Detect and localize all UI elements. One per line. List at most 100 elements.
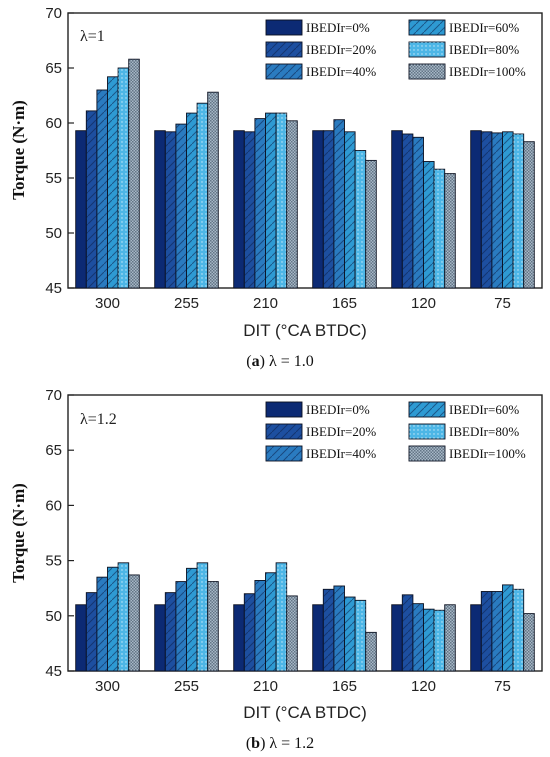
- bar-pattern-b-2-3: [265, 572, 277, 671]
- bars-a: [75, 58, 535, 289]
- x-axis-title-b: DIT (°CA BTDC): [243, 703, 367, 722]
- bar-b-5-0: [470, 604, 482, 672]
- bar-pattern-a-2-4: [276, 113, 287, 288]
- y-tick-label-b-4: 65: [45, 442, 62, 459]
- bar-pattern-b-5-4: [513, 589, 524, 671]
- y-tick-label-b-2: 55: [45, 553, 62, 570]
- bar-a-3-0: [312, 130, 324, 289]
- bar-pattern-a-2-3: [265, 113, 277, 288]
- bar-pattern-b-2-5: [286, 595, 298, 671]
- bar-pattern-a-5-4: [513, 134, 524, 288]
- y-ticks-a: 45 50 55 60 65 70: [45, 5, 74, 297]
- bar-pattern-b-2-1: [244, 593, 255, 671]
- bar-pattern-b-5-3: [502, 584, 514, 671]
- y-tick-label-a-3: 60: [45, 115, 62, 132]
- legend-swatch-pattern-b-3: [409, 402, 445, 417]
- lambda-annotation-a: λ=1: [80, 28, 105, 45]
- bar-pattern-a-0-5: [128, 59, 140, 289]
- x-tick-label-a-4: 120: [411, 295, 436, 312]
- legend-swatch-pattern-a-1: [266, 42, 302, 57]
- y-axis-title-a: Torque (N·m): [9, 100, 28, 200]
- bar-pattern-b-1-4: [197, 562, 208, 671]
- legend-swatch-pattern-b-2: [266, 446, 302, 461]
- legend-swatch-pattern-a-3: [409, 20, 445, 35]
- bar-pattern-b-5-2: [491, 591, 503, 671]
- y-tick-label-a-2: 55: [45, 170, 62, 187]
- bar-pattern-a-3-3: [344, 131, 356, 288]
- y-tick-label-a-1: 50: [45, 225, 62, 242]
- bar-pattern-b-0-2: [96, 577, 108, 671]
- x-tick-label-b-0: 300: [95, 678, 120, 695]
- x-tick-label-b-3: 165: [332, 678, 357, 695]
- bar-pattern-a-4-2: [412, 137, 424, 288]
- legend-label-b-2: IBEDIr=40%: [306, 446, 376, 461]
- bar-pattern-b-4-3: [423, 609, 435, 671]
- bar-pattern-a-3-2: [333, 119, 345, 288]
- legend-swatch-pattern-a-2: [266, 64, 302, 79]
- y-tick-label-b-1: 50: [45, 608, 62, 625]
- x-tick-label-b-5: 75: [494, 678, 511, 695]
- bar-a-1-0: [154, 130, 166, 289]
- caption-label-a: a: [252, 353, 260, 370]
- bar-b-0-0: [75, 604, 87, 672]
- bar-pattern-a-1-2: [175, 124, 187, 288]
- caption-a: (a) λ = 1.0: [246, 353, 313, 370]
- bar-a-2-0: [233, 130, 245, 289]
- y-tick-label-a-5: 70: [45, 5, 62, 22]
- bar-pattern-b-1-3: [186, 568, 198, 671]
- bar-pattern-b-0-1: [86, 592, 97, 671]
- legend-swatch-pattern-b-4: [409, 424, 445, 439]
- bar-pattern-b-0-5: [128, 574, 140, 671]
- legend-swatch-a-0: [265, 19, 303, 36]
- bar-pattern-b-2-4: [276, 562, 287, 671]
- bar-pattern-a-5-2: [491, 132, 503, 288]
- legend-label-b-0: IBEDIr=0%: [306, 402, 370, 417]
- bar-pattern-a-4-1: [402, 134, 413, 288]
- bar-b-1-0: [154, 604, 166, 672]
- bar-pattern-a-0-2: [96, 90, 108, 288]
- bar-pattern-a-5-5: [523, 141, 535, 288]
- chart-panel-b: 45 50 55 60 65 70 300 255 210 165 120 75 λ=1.2 IBE…: [9, 387, 543, 752]
- legend-label-a-1: IBEDIr=20%: [306, 42, 376, 57]
- bar-a-5-0: [470, 130, 482, 289]
- bar-pattern-b-2-2: [254, 580, 266, 671]
- bar-pattern-a-4-5: [444, 173, 456, 288]
- x-tick-label-b-2: 210: [253, 678, 278, 695]
- x-ticks-a: 300 255 210 165 120 75: [95, 282, 511, 312]
- x-axis-title-a: DIT (°CA BTDC): [243, 321, 367, 340]
- legend-label-a-2: IBEDIr=40%: [306, 64, 376, 79]
- legend-swatch-b-0: [265, 401, 303, 418]
- bar-b-3-0: [312, 604, 324, 672]
- bar-pattern-b-3-3: [344, 597, 356, 671]
- bar-pattern-a-2-5: [286, 120, 298, 288]
- legend-swatch-pattern-a-4: [409, 42, 445, 57]
- x-tick-label-a-1: 255: [174, 295, 199, 312]
- x-tick-label-a-5: 75: [494, 295, 511, 312]
- legend-a: IBEDIr=0% IBEDIr=20% IBEDIr=40% IBEDIr=60% I…: [265, 19, 526, 80]
- caption-text-a: λ = 1.0: [269, 353, 314, 370]
- bar-pattern-a-3-5: [365, 160, 377, 288]
- bar-pattern-b-0-3: [107, 567, 119, 671]
- caption-label-b: b: [251, 735, 260, 752]
- bar-pattern-a-0-4: [118, 68, 129, 288]
- x-tick-label-b-4: 120: [411, 678, 436, 695]
- caption-b: (b) λ = 1.2: [246, 735, 314, 752]
- bar-pattern-b-4-2: [412, 603, 424, 671]
- x-ticks-b: 300 255 210 165 120 75: [95, 665, 511, 695]
- legend-label-b-5: IBEDIr=100%: [449, 446, 526, 461]
- bar-b-4-0: [391, 604, 403, 672]
- x-tick-label-a-0: 300: [95, 295, 120, 312]
- legend-swatch-pattern-b-1: [266, 424, 302, 439]
- bar-pattern-b-0-4: [118, 562, 129, 671]
- bar-pattern-b-3-5: [365, 632, 377, 671]
- x-tick-label-b-1: 255: [174, 678, 199, 695]
- bar-pattern-b-1-5: [207, 581, 219, 671]
- bar-pattern-a-0-3: [107, 76, 119, 288]
- legend-swatch-pattern-a-5: [409, 64, 445, 79]
- bar-pattern-a-4-3: [423, 161, 435, 288]
- bar-pattern-a-2-2: [254, 118, 266, 288]
- chart-panel-a: 45 50 55 60 65 70 300 255 210 165 120 75 λ=1 IBEDI…: [9, 5, 543, 370]
- y-tick-label-b-0: 45: [45, 663, 62, 680]
- bar-pattern-a-3-1: [323, 130, 334, 288]
